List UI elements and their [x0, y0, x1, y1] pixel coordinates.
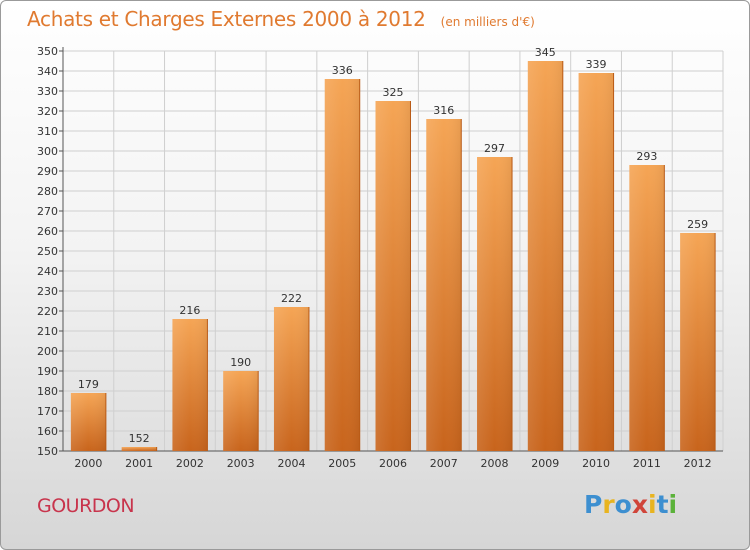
x-tick-label: 2003	[227, 457, 255, 470]
logo-letter: P	[584, 490, 603, 519]
x-tick-label: 2010	[582, 457, 610, 470]
bar-shine	[578, 73, 614, 451]
y-tick-label: 300	[37, 145, 58, 158]
logo-letter: x	[631, 490, 648, 519]
y-tick-label: 150	[37, 445, 58, 458]
y-tick-label: 190	[37, 365, 58, 378]
x-tick-label: 2005	[328, 457, 356, 470]
city-name: GOURDON	[37, 495, 135, 517]
value-label: 259	[687, 218, 708, 231]
y-tick-label: 270	[37, 205, 58, 218]
value-label: 339	[586, 58, 607, 71]
bar-shine	[375, 101, 411, 451]
x-tick-label: 2006	[379, 457, 407, 470]
value-label: 293	[636, 150, 657, 163]
y-tick-label: 310	[37, 125, 58, 138]
x-tick-label: 2012	[684, 457, 712, 470]
title-row: Achats et Charges Externes 2000 à 2012 (…	[27, 7, 535, 31]
bar-shine	[172, 319, 208, 451]
y-tick-label: 230	[37, 285, 58, 298]
proxiti-logo: Proxiti	[584, 490, 677, 519]
logo-letter: i	[668, 490, 678, 519]
y-tick-label: 250	[37, 245, 58, 258]
y-tick-label: 200	[37, 345, 58, 358]
axis-layer: 150 160 170 180 190 200 210 220 230 240 250 260 270 2…	[37, 45, 723, 458]
bar-shine	[629, 165, 665, 451]
bar-shine	[680, 233, 716, 451]
x-tick-label: 2009	[531, 457, 559, 470]
bar-shine	[121, 447, 157, 451]
bar-shine	[223, 371, 259, 451]
y-tick-label: 210	[37, 325, 58, 338]
value-label: 216	[179, 304, 200, 317]
value-label: 316	[433, 104, 454, 117]
bar-shine	[324, 79, 360, 451]
y-tick-label: 330	[37, 85, 58, 98]
value-label: 345	[535, 46, 556, 59]
value-label: 325	[383, 86, 404, 99]
logo-letter: t	[656, 490, 669, 519]
y-tick-label: 260	[37, 225, 58, 238]
chart-title: Achats et Charges Externes 2000 à 2012	[27, 7, 426, 31]
value-label: 297	[484, 142, 505, 155]
y-tick-label: 340	[37, 65, 58, 78]
y-tick-label: 320	[37, 105, 58, 118]
y-tick-label: 240	[37, 265, 58, 278]
x-tick-label: 2008	[481, 457, 509, 470]
bar-shine	[70, 393, 106, 451]
y-tick-label: 350	[37, 45, 58, 58]
bar-shine	[426, 119, 462, 451]
x-tick-label: 2004	[277, 457, 305, 470]
bar-shine	[527, 61, 563, 451]
value-label: 179	[78, 378, 99, 391]
y-tick-label: 280	[37, 185, 58, 198]
logo-letter: r	[602, 490, 615, 519]
bar-shine	[477, 157, 513, 451]
value-label: 336	[332, 64, 353, 77]
y-tick-label: 180	[37, 385, 58, 398]
bar-shine	[273, 307, 309, 451]
y-tick-label: 170	[37, 405, 58, 418]
label-layer: 179 2000 152 2001 216 2002 190 2003 222 2004 336 20…	[74, 46, 711, 470]
x-tick-label: 2002	[176, 457, 204, 470]
value-label: 190	[230, 356, 251, 369]
x-tick-label: 2000	[74, 457, 102, 470]
logo-letter: o	[614, 490, 632, 519]
value-label: 222	[281, 292, 302, 305]
x-tick-label: 2001	[125, 457, 153, 470]
y-tick-label: 220	[37, 305, 58, 318]
bar-layer	[70, 61, 716, 451]
value-label: 152	[129, 432, 150, 445]
chart-subtitle: (en milliers d'€)	[440, 15, 535, 29]
logo-letter: i	[648, 490, 657, 519]
y-tick-label: 160	[37, 425, 58, 438]
x-tick-label: 2011	[633, 457, 661, 470]
y-tick-label: 290	[37, 165, 58, 178]
x-tick-label: 2007	[430, 457, 458, 470]
